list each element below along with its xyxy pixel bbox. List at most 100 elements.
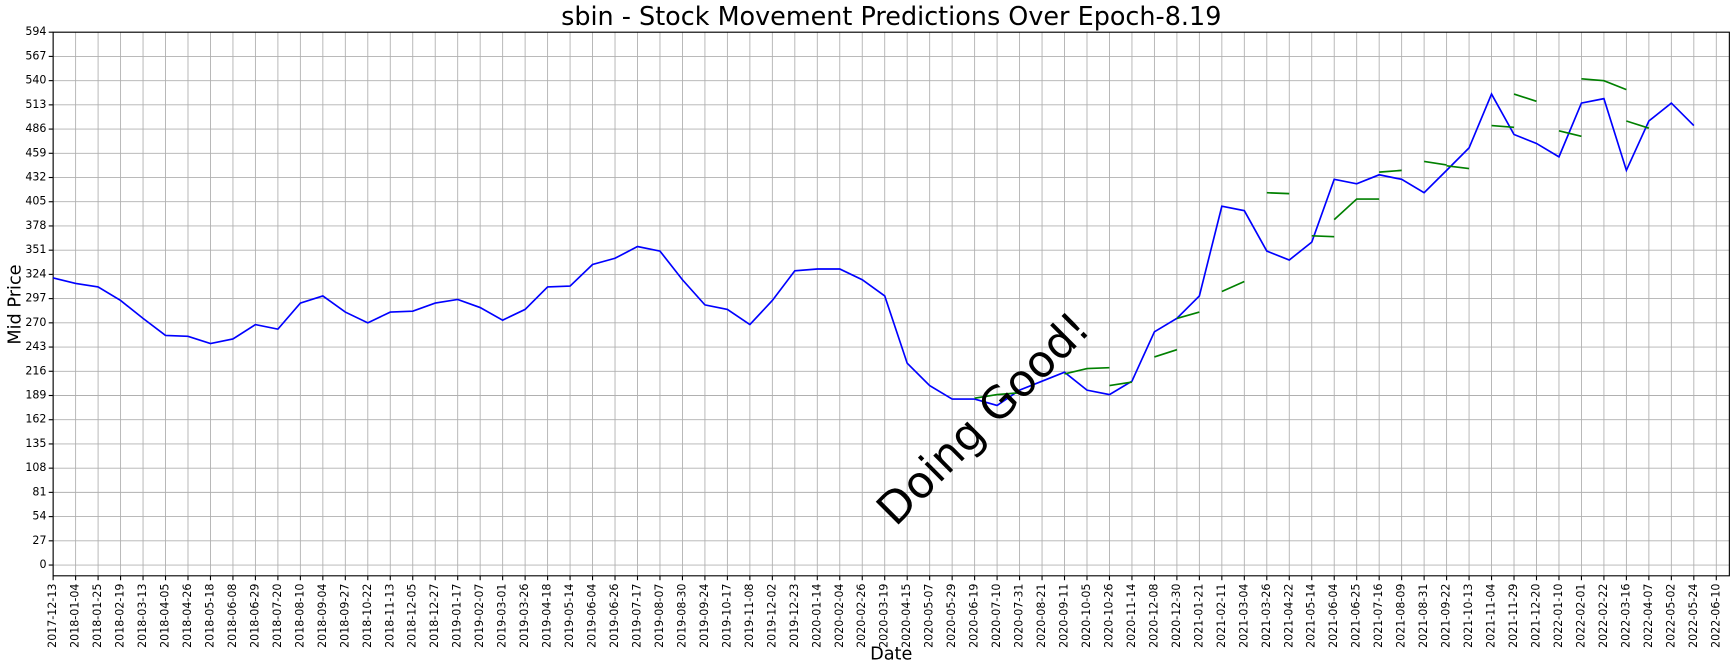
x-tick-label: 2022-02-22 (1597, 584, 1610, 648)
x-tick-label: 2018-09-27 (338, 584, 351, 648)
x-tick-label: 2020-01-14 (810, 584, 823, 648)
x-tick-label: 2022-03-16 (1619, 584, 1632, 648)
y-tick-label: 324 (25, 267, 46, 280)
x-tick-label: 2020-09-11 (1058, 584, 1071, 648)
y-tick-label: 567 (25, 49, 46, 62)
x-tick-label: 2021-01-21 (1192, 584, 1205, 648)
y-tick-label: 54 (32, 510, 46, 523)
x-tick-label: 2018-01-25 (91, 584, 104, 648)
x-tick-label: 2019-03-01 (496, 584, 509, 648)
x-tick-label: 2019-12-02 (765, 584, 778, 648)
series-line (52, 92, 1695, 407)
x-tick-label: 2020-11-14 (1125, 584, 1138, 648)
y-tick-label: 486 (25, 122, 46, 135)
x-tick-label: 2019-10-17 (720, 584, 733, 648)
y-tick-label: 0 (39, 558, 46, 571)
x-tick-label: 2021-05-14 (1305, 584, 1318, 648)
x-tick-label: 2021-08-09 (1395, 584, 1408, 648)
x-tick-label: 2020-04-15 (900, 584, 913, 648)
y-tick-label: 270 (25, 316, 46, 329)
chart-title: sbin - Stock Movement Predictions Over E… (561, 2, 1221, 32)
x-tick-label: 2018-10-22 (361, 584, 374, 648)
x-tick-label: 2018-12-05 (406, 584, 419, 648)
x-tick-label: 2020-12-08 (1147, 584, 1160, 648)
x-tick-label: 2019-09-24 (698, 584, 711, 648)
x-tick-label: 2021-06-04 (1327, 584, 1340, 648)
x-tick-label: 2021-08-31 (1417, 584, 1430, 648)
x-tick-label: 2018-09-04 (316, 584, 329, 648)
x-tick-label: 2018-04-26 (181, 584, 194, 648)
x-tick-label: 2020-05-07 (923, 584, 936, 648)
x-tick-label: 2018-08-10 (293, 584, 306, 648)
y-tick-label: 135 (25, 437, 46, 450)
x-tick-label: 2018-01-04 (69, 584, 82, 648)
x-tick-label: 2019-02-07 (473, 584, 486, 648)
x-tick-label: 2021-11-29 (1507, 584, 1520, 648)
x-tick-label: 2019-08-07 (653, 584, 666, 648)
x-tick-label: 2018-03-13 (136, 584, 149, 648)
x-tick-label: 2017-12-13 (46, 584, 59, 648)
x-tick-label: 2019-07-17 (630, 584, 643, 648)
x-tick-label: 2019-01-17 (451, 584, 464, 648)
x-tick-label: 2021-11-04 (1485, 584, 1498, 648)
x-tick-label: 2020-08-21 (1035, 584, 1048, 648)
x-tick-label: 2022-04-07 (1642, 584, 1655, 648)
x-tick-label: 2019-06-04 (586, 584, 599, 648)
y-tick-label: 405 (25, 195, 46, 208)
x-tick-label: 2020-07-31 (1013, 584, 1026, 648)
y-tick-label: 27 (32, 534, 46, 547)
y-tick-label: 216 (25, 364, 46, 377)
x-tick-label: 2021-06-25 (1350, 584, 1363, 648)
x-tick-label: 2018-12-27 (428, 584, 441, 648)
y-tick-label: 378 (25, 219, 46, 232)
y-tick-label: 351 (25, 243, 46, 256)
x-tick-label: 2021-03-26 (1260, 584, 1273, 648)
x-tick-label: 2018-06-29 (248, 584, 261, 648)
x-tick-label: 2022-06-10 (1709, 584, 1722, 648)
x-tick-label: 2020-07-10 (990, 584, 1003, 648)
x-tick-label: 2022-02-01 (1574, 584, 1587, 648)
x-tick-label: 2021-02-11 (1215, 584, 1228, 648)
y-tick-label: 189 (25, 388, 46, 401)
x-tick-label: 2020-02-04 (833, 584, 846, 648)
x-tick-label: 2020-03-19 (878, 584, 891, 648)
x-axis-label: Date (870, 644, 912, 664)
x-tick-label: 2018-04-05 (159, 584, 172, 648)
x-tick-label: 2022-01-10 (1552, 584, 1565, 648)
x-tick-label: 2020-05-29 (945, 584, 958, 648)
y-tick-label: 297 (25, 292, 46, 305)
x-tick-label: 2019-11-08 (743, 584, 756, 648)
y-tick-label: 540 (25, 74, 46, 87)
x-tick-label: 2021-04-22 (1282, 584, 1295, 648)
series-line (1109, 120, 1650, 387)
y-tick-label: 594 (25, 25, 46, 38)
y-tick-label: 162 (25, 413, 46, 426)
x-tick-label: 2019-03-26 (518, 584, 531, 648)
x-tick-label: 2019-08-30 (675, 584, 688, 648)
x-tick-label: 2022-05-02 (1664, 584, 1677, 648)
x-tick-label: 2020-06-19 (968, 584, 981, 648)
x-tick-label: 2021-09-22 (1440, 584, 1453, 648)
y-tick-label: 108 (25, 461, 46, 474)
y-tick-label: 432 (25, 171, 46, 184)
x-tick-label: 2019-04-18 (541, 584, 554, 648)
x-tick-label: 2019-12-23 (788, 584, 801, 648)
y-tick-label: 81 (32, 485, 46, 498)
x-tick-label: 2020-10-26 (1102, 584, 1115, 648)
y-tick-label: 243 (25, 340, 46, 353)
x-tick-label: 2020-02-26 (855, 584, 868, 648)
x-tick-label: 2019-06-26 (608, 584, 621, 648)
y-tick-label: 459 (25, 146, 46, 159)
x-tick-label: 2020-10-05 (1080, 584, 1093, 648)
x-tick-label: 2021-03-04 (1237, 584, 1250, 648)
annotation: Doing Good! (867, 303, 1100, 536)
x-tick-label: 2019-05-14 (563, 584, 576, 648)
x-tick-label: 2018-06-08 (226, 584, 239, 648)
series-line (974, 77, 1627, 400)
x-tick-label: 2021-12-20 (1529, 584, 1542, 648)
x-tick-label: 2018-11-13 (383, 584, 396, 648)
x-tick-label: 2018-02-19 (114, 584, 127, 648)
x-tick-label: 2021-07-16 (1372, 584, 1385, 648)
plot-frame (52, 31, 1730, 577)
